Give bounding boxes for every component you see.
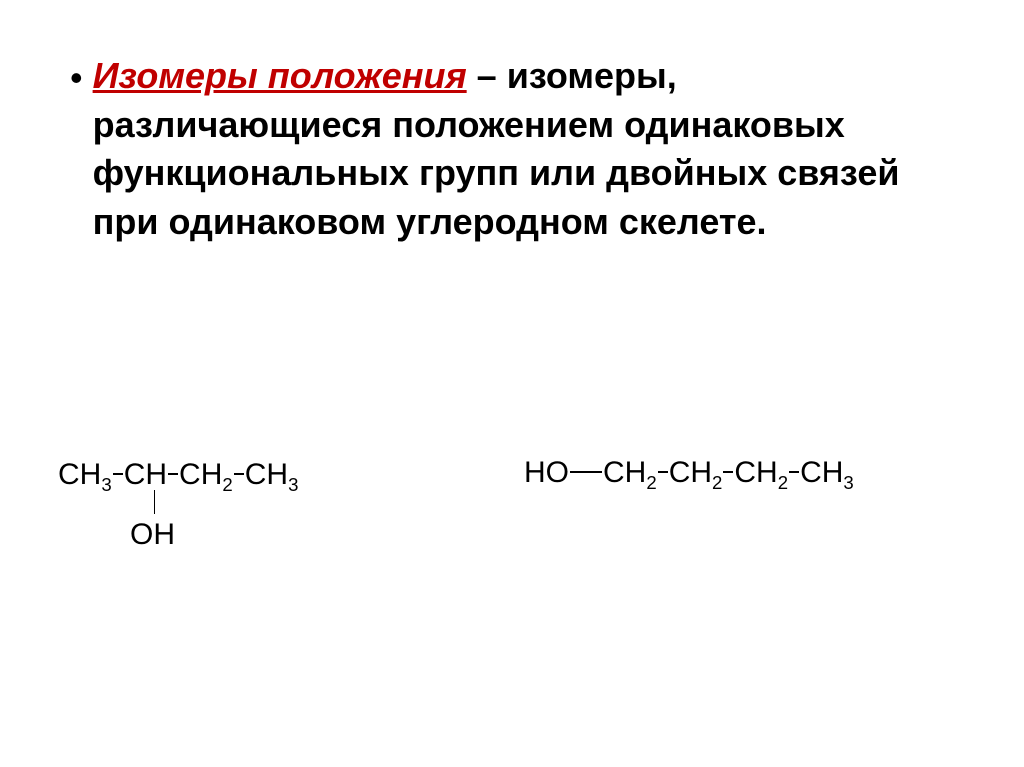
sub-3: 3 <box>843 472 853 493</box>
ch-part: CH <box>58 458 101 491</box>
bond <box>789 471 799 472</box>
sub-3: 3 <box>101 474 111 495</box>
sub-3: 3 <box>288 474 298 495</box>
bond <box>113 473 123 474</box>
ch-part: CH <box>124 458 167 491</box>
oh-label: OH <box>130 520 175 550</box>
definition-block: • Изомеры положения – изомеры, различающ… <box>70 52 954 246</box>
slide: • Изомеры положения – изомеры, различающ… <box>0 0 1024 767</box>
dash: – <box>467 55 507 96</box>
ho-part: HO <box>524 456 569 489</box>
ch-part: CH <box>603 456 646 489</box>
bond <box>168 473 178 474</box>
bullet-dot: • <box>70 54 83 103</box>
bond-long <box>570 471 602 472</box>
formula-left: CH3CHCH2CH3 <box>58 460 298 490</box>
ch-part: CH <box>734 456 777 489</box>
ch-part: CH <box>669 456 712 489</box>
sub-2: 2 <box>778 472 788 493</box>
bond <box>723 471 733 472</box>
formula-right: HOCH2CH2CH2CH3 <box>524 458 854 488</box>
bond <box>658 471 668 472</box>
ch-part: CH <box>245 458 288 491</box>
ch-part: CH <box>800 456 843 489</box>
sub-2: 2 <box>222 474 232 495</box>
definition-text: Изомеры положения – изомеры, различающие… <box>93 52 954 246</box>
ch-part: CH <box>179 458 222 491</box>
term: Изомеры положения <box>93 55 467 96</box>
sub-2: 2 <box>712 472 722 493</box>
vertical-bond <box>154 490 155 514</box>
sub-2: 2 <box>646 472 656 493</box>
bond <box>234 473 244 474</box>
